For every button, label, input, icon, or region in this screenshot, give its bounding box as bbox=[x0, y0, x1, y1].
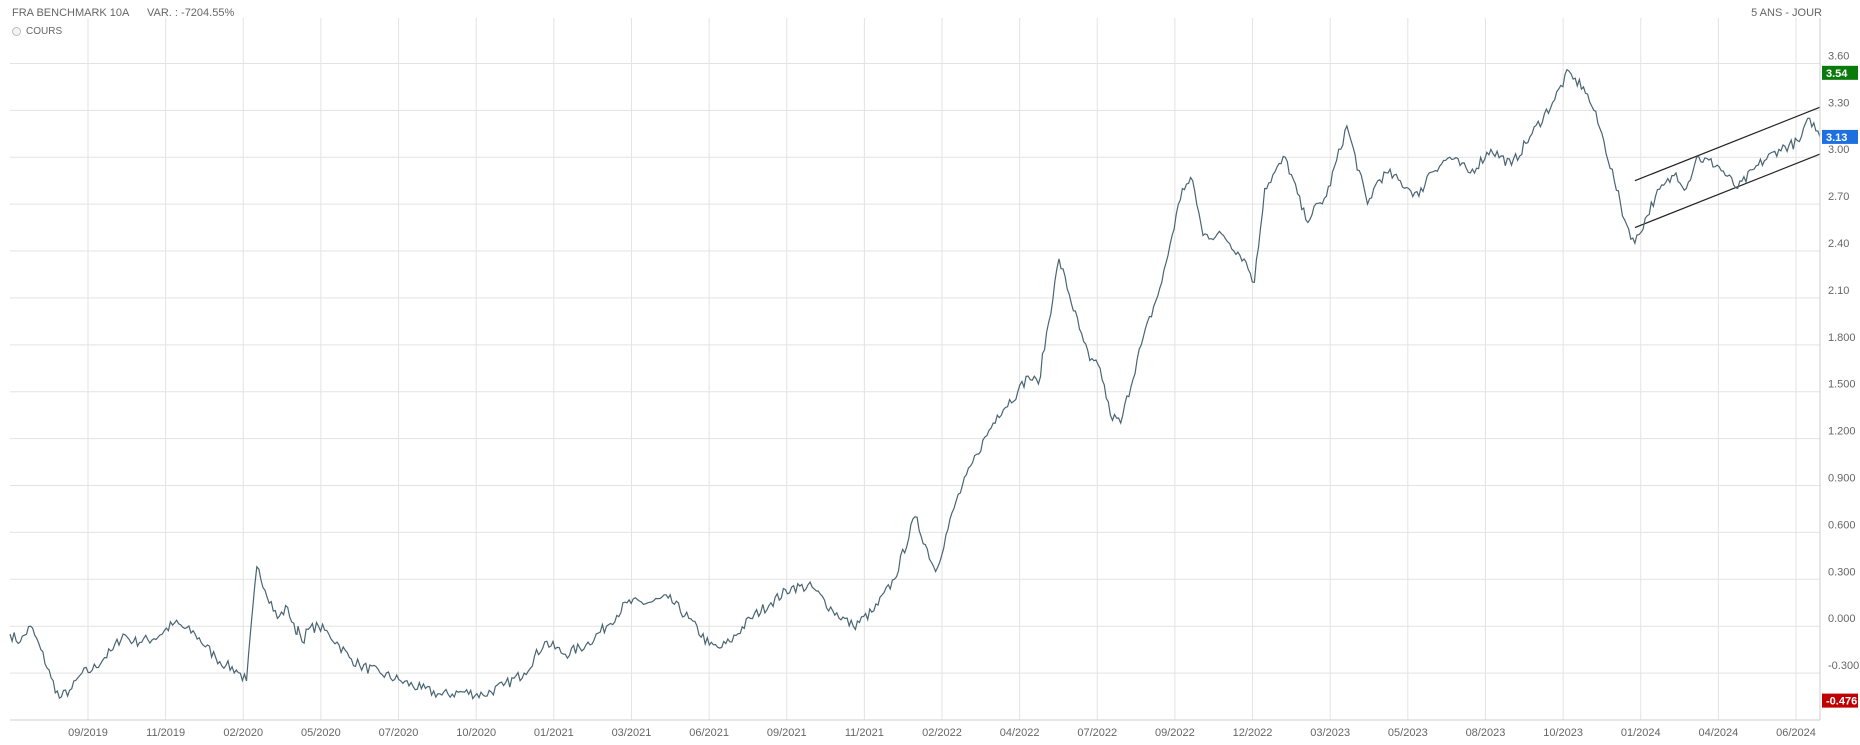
price-badges: 3.54 3.13 -0.476 bbox=[1822, 65, 1858, 708]
y-tick-label: 1.500 bbox=[1828, 379, 1856, 391]
x-tick-label: 06/2024 bbox=[1776, 727, 1816, 739]
x-tick-label: 05/2023 bbox=[1388, 727, 1428, 739]
x-tick-label: 11/2019 bbox=[146, 727, 185, 739]
y-tick-label: 0.000 bbox=[1828, 613, 1856, 625]
y-tick-label: 1.200 bbox=[1828, 426, 1856, 438]
x-tick-label: 03/2021 bbox=[612, 727, 652, 739]
high-price-badge: 3.54 bbox=[1826, 68, 1848, 80]
y-tick-label: -0.300 bbox=[1828, 660, 1859, 672]
x-tick-label: 09/2019 bbox=[68, 727, 108, 739]
y-tick-label: 1.800 bbox=[1828, 332, 1856, 344]
y-tick-label: 3.30 bbox=[1828, 97, 1849, 109]
horizontal-gridlines bbox=[10, 62, 1820, 674]
x-tick-label: 04/2022 bbox=[1000, 727, 1040, 739]
vertical-gridlines bbox=[87, 18, 1797, 720]
x-tick-label: 04/2024 bbox=[1698, 727, 1738, 739]
x-axis: 09/2019 11/2019 02/2020 05/2020 07/2020 10/20… bbox=[10, 719, 1820, 739]
x-tick-label: 09/2021 bbox=[767, 727, 807, 739]
low-price-badge: -0.476 bbox=[1826, 696, 1857, 708]
x-tick-label: 02/2022 bbox=[922, 727, 962, 739]
x-tick-label: 12/2022 bbox=[1233, 727, 1273, 739]
high-price-badge-bg bbox=[1822, 65, 1858, 80]
instrument-title: FRA BENCHMARK 10A bbox=[12, 7, 130, 19]
y-tick-label: 0.600 bbox=[1828, 519, 1856, 531]
x-tick-label: 08/2023 bbox=[1466, 727, 1506, 739]
y-tick-label: 0.900 bbox=[1828, 473, 1856, 485]
x-tick-label: 07/2020 bbox=[379, 727, 419, 739]
period-label[interactable]: 5 ANS - JOUR bbox=[1751, 7, 1822, 19]
y-tick-label: 3.00 bbox=[1828, 144, 1849, 156]
x-tick-label: 07/2022 bbox=[1077, 727, 1117, 739]
channel-upper-line bbox=[1634, 106, 1821, 182]
trend-channel bbox=[1634, 106, 1821, 229]
legend-label: COURS bbox=[26, 26, 63, 37]
x-tick-label: 03/2023 bbox=[1310, 727, 1350, 739]
x-tick-label: 09/2022 bbox=[1155, 727, 1195, 739]
price-line bbox=[9, 68, 1821, 700]
variation-label: VAR. : -7204.55% bbox=[147, 7, 235, 19]
x-tick-label: 10/2023 bbox=[1543, 727, 1583, 739]
low-price-badge-bg bbox=[1822, 693, 1858, 708]
legend-marker-icon bbox=[12, 27, 21, 36]
y-tick-label: 3.60 bbox=[1828, 50, 1849, 62]
channel-lower-line bbox=[1634, 153, 1821, 229]
x-tick-label: 06/2021 bbox=[689, 727, 729, 739]
current-price-badge: 3.13 bbox=[1826, 132, 1847, 144]
y-tick-label: 2.40 bbox=[1828, 238, 1849, 250]
y-tick-label: 2.70 bbox=[1828, 191, 1849, 203]
y-tick-label: 2.10 bbox=[1828, 285, 1849, 297]
current-price-badge-bg bbox=[1822, 129, 1858, 144]
x-tick-label: 01/2024 bbox=[1621, 727, 1661, 739]
legend[interactable]: COURS bbox=[12, 26, 62, 37]
x-tick-label: 10/2020 bbox=[456, 727, 496, 739]
x-tick-label: 05/2020 bbox=[301, 727, 341, 739]
x-tick-label: 11/2021 bbox=[845, 727, 884, 739]
x-tick-label: 02/2020 bbox=[223, 727, 263, 739]
y-tick-label: 0.300 bbox=[1828, 566, 1856, 578]
y-axis: -0.300 0.000 0.300 0.600 0.900 1.200 1.500 1.80… bbox=[1819, 18, 1859, 720]
x-tick-label: 01/2021 bbox=[534, 727, 574, 739]
